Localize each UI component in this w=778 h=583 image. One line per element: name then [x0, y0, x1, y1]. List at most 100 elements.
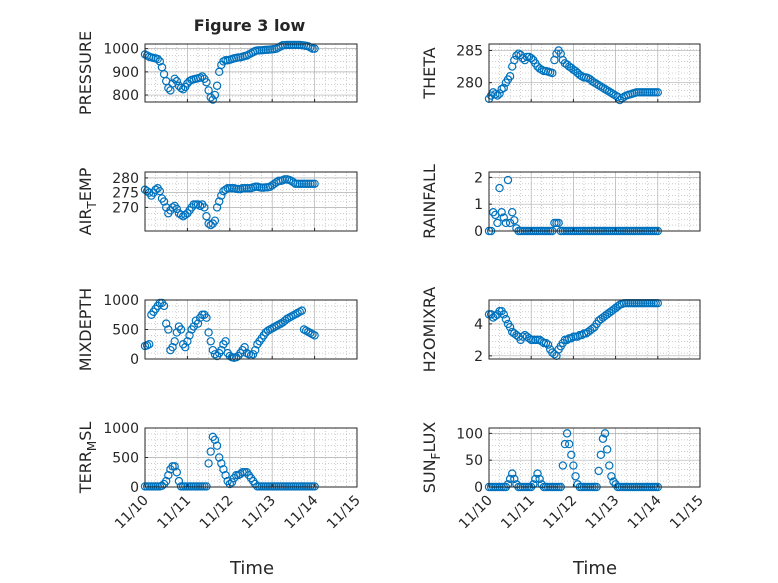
data-point — [569, 461, 578, 470]
data-point — [198, 72, 207, 81]
data-point — [221, 471, 230, 480]
data-point — [189, 322, 198, 331]
data-point — [501, 314, 511, 324]
data-point — [514, 49, 523, 58]
data-point — [491, 311, 500, 321]
data-point — [508, 469, 517, 478]
y-tick-label: 285 — [456, 43, 483, 59]
x-axis-label-left: Time — [229, 558, 274, 579]
data-point — [225, 479, 234, 489]
data-point — [206, 447, 215, 456]
data-point — [164, 325, 173, 334]
data-point — [157, 481, 167, 491]
y-tick-label: 1000 — [103, 293, 139, 309]
subplot-pressure: 800 900 1000 PRESSURE — [76, 31, 358, 115]
data-point — [558, 461, 568, 470]
data-point — [172, 76, 181, 86]
data-point — [185, 331, 194, 340]
data-point — [605, 87, 614, 96]
data-point — [261, 328, 271, 337]
data-point — [212, 81, 222, 90]
data-point — [202, 212, 211, 221]
data-point — [541, 338, 551, 348]
data-point — [251, 345, 260, 355]
data-point — [600, 429, 610, 438]
data-point — [193, 319, 203, 328]
data-point — [297, 306, 307, 315]
data-point — [172, 468, 181, 477]
data-point — [145, 340, 154, 349]
axes-frame — [144, 43, 358, 103]
data-point — [206, 93, 215, 102]
data-point — [497, 84, 506, 94]
data-point — [227, 478, 237, 487]
data-point — [170, 74, 179, 84]
data-point — [310, 482, 319, 491]
subplot-rainfall: 0 1 2 RAINFALL — [420, 164, 701, 240]
data-point — [164, 83, 173, 93]
y-tick-label: 275 — [112, 186, 139, 202]
data-point — [535, 474, 544, 484]
data-point — [529, 480, 538, 489]
data-point — [161, 476, 171, 486]
data-point — [217, 191, 226, 200]
y-tick-label: 0 — [474, 224, 483, 240]
data-point — [607, 472, 616, 481]
axes-frame — [144, 171, 358, 232]
data-point — [172, 204, 181, 214]
data-point — [219, 465, 228, 474]
data-point — [503, 480, 513, 489]
data-point — [221, 337, 230, 346]
y-tick-label: 270 — [112, 200, 139, 216]
y-axis-label: AIRTEMP — [76, 167, 99, 235]
data-point — [212, 441, 222, 450]
y-axis-label: SUNFLUX — [420, 422, 443, 494]
data-point — [495, 183, 504, 193]
data-point — [172, 328, 181, 337]
data-point — [161, 319, 171, 328]
y-tick-label: 100 — [456, 426, 483, 442]
data-point — [602, 445, 612, 454]
y-axis-label: RAINFALL — [420, 164, 439, 239]
data-point — [310, 331, 319, 340]
data-point — [181, 343, 190, 352]
data-point — [168, 203, 177, 212]
data-point — [588, 324, 597, 333]
y-tick-label: 0 — [130, 352, 139, 368]
axes-frame — [488, 427, 701, 488]
data-point — [248, 350, 258, 359]
data-point — [531, 474, 540, 484]
data-point — [605, 461, 614, 470]
data-point — [206, 337, 215, 346]
y-tick-label: 500 — [112, 323, 139, 339]
data-point — [489, 208, 498, 217]
y-axis-label: TERRMSL — [76, 422, 99, 495]
data-point — [195, 201, 205, 211]
data-point — [564, 439, 574, 449]
data-point — [310, 179, 319, 188]
data-point — [164, 471, 173, 480]
axes-frame — [488, 299, 701, 360]
data-point — [204, 328, 213, 337]
data-point — [505, 322, 515, 332]
data-point — [600, 84, 610, 94]
data-point — [592, 79, 601, 89]
data-point — [240, 343, 249, 352]
y-tick-label: 2 — [474, 170, 483, 186]
data-point — [170, 462, 179, 471]
data-point — [208, 95, 218, 104]
y-tick-label: 1000 — [103, 421, 139, 437]
y-axis-label: MIXDEPTH — [76, 288, 95, 371]
data-point — [548, 68, 557, 78]
y-tick-label: 2 — [474, 349, 483, 365]
data-point — [214, 453, 224, 462]
data-point — [493, 218, 502, 228]
data-point — [495, 89, 504, 98]
data-point — [571, 472, 580, 481]
data-point — [505, 72, 515, 81]
figure-title: Figure 3 low — [194, 16, 306, 35]
data-point — [560, 439, 570, 449]
data-point — [181, 210, 190, 219]
subplot-mixdepth: 0 500 1000 MIXDEPTH — [76, 288, 358, 371]
